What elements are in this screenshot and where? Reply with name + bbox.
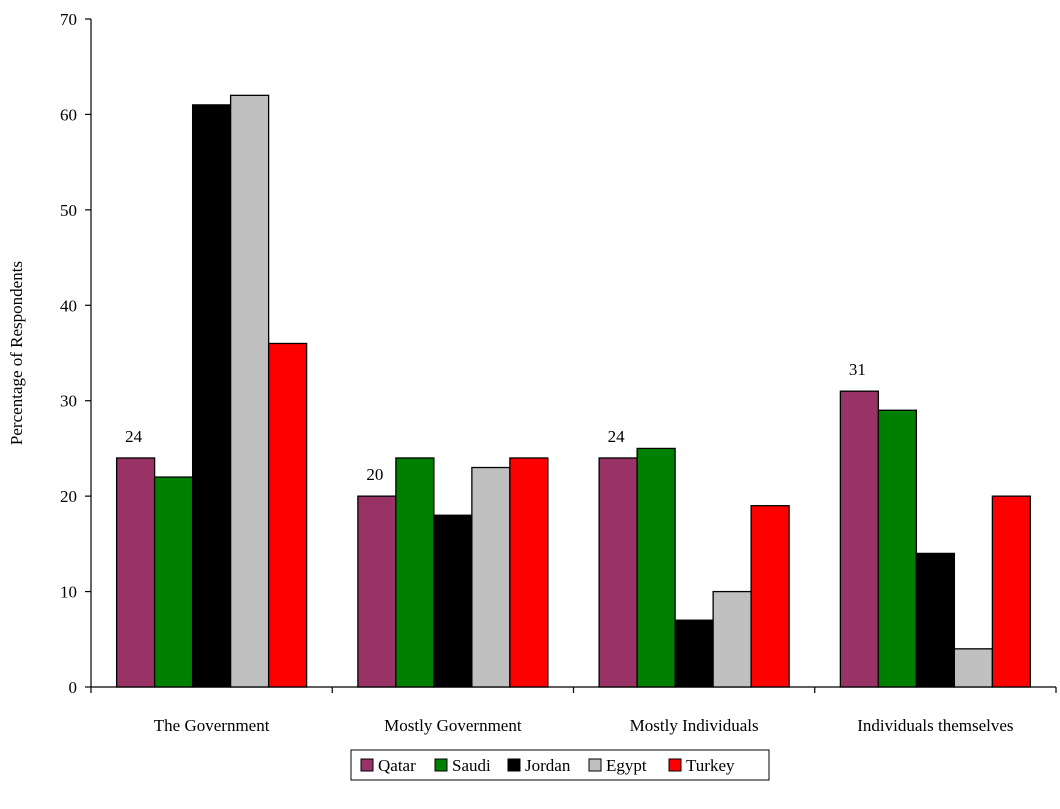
bar-qatar-2 xyxy=(357,495,397,688)
legend-label: Saudi xyxy=(452,756,491,775)
legend-item-turkey: Turkey xyxy=(668,756,735,775)
x-axis: The Government Mostly Government Mostly In… xyxy=(90,686,1057,735)
legend-label: Egypt xyxy=(606,756,647,775)
data-label: 24 xyxy=(608,427,626,446)
bar-saudi-3 xyxy=(636,447,676,688)
bar-jordan-2 xyxy=(433,514,473,688)
legend-box xyxy=(350,749,770,781)
x-category-label: Mostly Individuals xyxy=(630,716,759,735)
y-tick-label: 10 xyxy=(60,583,77,602)
y-tick-label: 60 xyxy=(60,105,77,124)
bar-jordan-3 xyxy=(674,619,714,688)
x-category-label: The Government xyxy=(154,716,270,735)
legend-label: Turkey xyxy=(686,756,735,775)
x-category-label: Mostly Government xyxy=(384,716,522,735)
y-tick-label: 30 xyxy=(60,392,77,411)
bar-turkey-3 xyxy=(750,505,790,688)
data-label: 20 xyxy=(366,465,383,484)
y-tick-label: 50 xyxy=(60,201,77,220)
legend-swatch xyxy=(668,758,682,772)
legend-item-jordan: Jordan xyxy=(507,756,571,775)
bar-turkey-4 xyxy=(991,495,1032,688)
bar-saudi-1 xyxy=(153,476,194,688)
bar-turkey-2 xyxy=(509,457,549,688)
bar-saudi-2 xyxy=(395,457,435,688)
bar-egypt-4 xyxy=(953,648,994,688)
legend-label: Jordan xyxy=(525,756,571,775)
x-category-label: Individuals themselves xyxy=(857,716,1013,735)
bar-saudi-4 xyxy=(877,409,918,688)
y-tick-label: 20 xyxy=(60,487,77,506)
legend-label: Qatar xyxy=(378,756,416,775)
data-labels: 24 20 24 31 xyxy=(125,360,866,484)
legend-swatch xyxy=(360,758,374,772)
y-tick-label: 0 xyxy=(69,678,78,697)
y-tick-label: 70 xyxy=(60,10,77,29)
data-label: 24 xyxy=(125,427,143,446)
bar-qatar-4 xyxy=(839,390,880,688)
bar-qatar-1 xyxy=(115,457,156,688)
bar-egypt-3 xyxy=(712,590,752,688)
legend-item-qatar: Qatar xyxy=(360,756,416,775)
legend-item-egypt: Egypt xyxy=(588,756,647,775)
legend-swatch xyxy=(434,758,448,772)
legend-swatch xyxy=(588,758,602,772)
y-tick-label: 40 xyxy=(60,296,77,315)
data-label: 31 xyxy=(849,360,866,379)
y-axis: 0 10 20 30 40 50 60 70 xyxy=(60,10,92,697)
bar-egypt-1 xyxy=(229,94,270,688)
bar-egypt-2 xyxy=(471,466,511,688)
legend-swatch xyxy=(507,758,521,772)
bar-qatar-3 xyxy=(598,457,638,688)
y-axis-label: Percentage of Respondents xyxy=(7,261,26,445)
bar-jordan-4 xyxy=(915,552,956,688)
bar-jordan-1 xyxy=(191,104,232,688)
bars xyxy=(115,94,1032,688)
bar-turkey-1 xyxy=(267,342,308,688)
legend: Qatar Saudi Jordan Egypt Turkey xyxy=(350,749,770,781)
legend-item-saudi: Saudi xyxy=(434,756,491,775)
